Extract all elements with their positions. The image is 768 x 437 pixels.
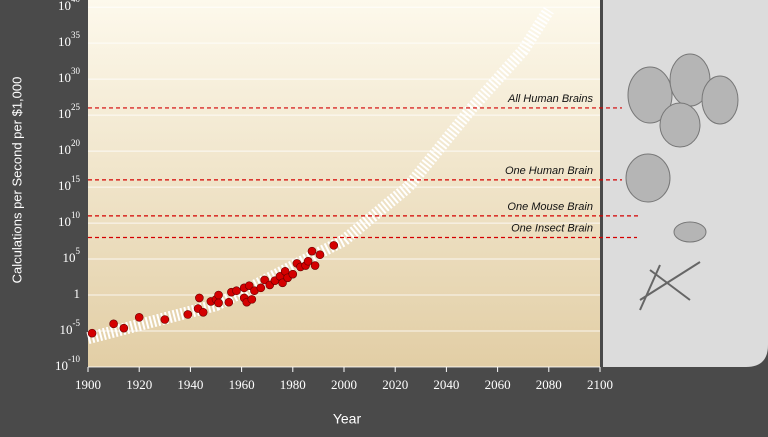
x-tick-label: 1920 (126, 377, 152, 392)
data-point (260, 275, 269, 285)
data-point (315, 250, 325, 260)
y-tick-label: 1010 (58, 210, 81, 229)
x-tick-label: 2080 (536, 377, 562, 392)
data-point (198, 307, 208, 317)
data-point (214, 290, 223, 300)
y-tick-label: 10-10 (55, 354, 80, 373)
x-tick-label: 2000 (331, 377, 357, 392)
data-point (87, 328, 97, 338)
data-point (160, 315, 170, 324)
threshold-label: All Human Brains (507, 93, 593, 105)
data-point (288, 269, 298, 279)
data-point (195, 293, 204, 303)
plot-area (88, 0, 600, 367)
data-point (134, 313, 144, 322)
x-tick-label: 1960 (229, 377, 255, 392)
x-axis-title: Year (333, 411, 362, 427)
y-tick-label: 105 (63, 246, 81, 265)
x-tick-label: 1940 (177, 377, 203, 392)
y-tick-label: 1025 (58, 102, 81, 121)
data-point (244, 281, 254, 290)
x-tick-label: 1980 (280, 377, 306, 392)
threshold-label: One Insect Brain (511, 222, 593, 234)
data-point (224, 297, 234, 307)
y-axis-title: Calculations per Second per $1,000 (9, 77, 24, 284)
data-point (232, 286, 241, 296)
y-tick-label: 1030 (58, 66, 81, 85)
x-tick-label: 2060 (485, 377, 511, 392)
data-point (256, 283, 266, 293)
data-point (109, 319, 118, 329)
brain-illustrations (625, 53, 739, 311)
threshold-label: One Mouse Brain (507, 201, 593, 213)
x-tick-label: 2040 (433, 377, 459, 392)
data-point (119, 323, 129, 333)
y-tick-label: 1040 (58, 0, 81, 13)
threshold-label: One Human Brain (505, 165, 593, 177)
y-tick-label: 1015 (58, 174, 81, 193)
data-point (307, 246, 317, 256)
data-point (303, 256, 313, 266)
y-tick-label: 1 (74, 286, 81, 301)
data-point (310, 261, 320, 270)
y-tick-label: 1020 (58, 138, 81, 157)
y-tick-label: 10-5 (60, 318, 81, 337)
x-tick-label: 2020 (382, 377, 408, 392)
x-tick-label: 2100 (587, 377, 613, 392)
y-tick-label: 1035 (58, 30, 81, 49)
data-point (247, 295, 257, 304)
data-point (278, 278, 287, 288)
data-point (329, 241, 339, 250)
data-point (183, 310, 193, 319)
x-tick-label: 1900 (75, 377, 101, 392)
data-point (214, 298, 223, 308)
